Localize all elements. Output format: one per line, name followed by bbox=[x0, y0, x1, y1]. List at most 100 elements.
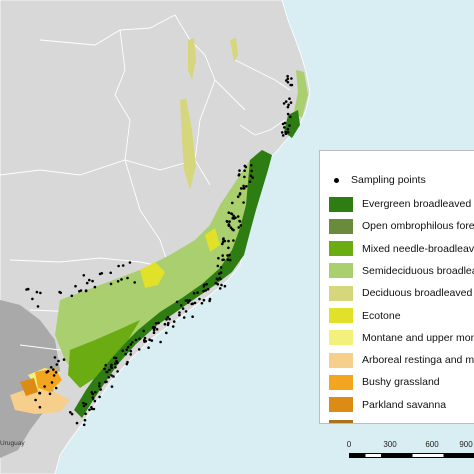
sampling-point bbox=[98, 382, 101, 385]
sampling-point bbox=[179, 304, 183, 307]
sampling-point bbox=[134, 338, 138, 342]
scale-tick-label: 300 bbox=[383, 440, 397, 449]
sampling-point bbox=[143, 336, 147, 340]
sampling-point bbox=[116, 361, 119, 365]
sampling-point bbox=[54, 371, 58, 374]
sampling-point bbox=[74, 284, 77, 288]
sampling-point bbox=[82, 401, 85, 405]
sampling-point bbox=[242, 184, 245, 188]
sampling-point bbox=[200, 301, 204, 305]
sampling-point bbox=[85, 281, 89, 285]
legend-item-label: Evergreen broadleaved fo bbox=[362, 198, 474, 210]
sampling-point bbox=[48, 392, 52, 396]
sampling-point bbox=[248, 180, 252, 183]
deciduous-zone-2 bbox=[188, 38, 196, 80]
sampling-point bbox=[165, 318, 168, 321]
sampling-point bbox=[110, 363, 113, 367]
legend-swatch bbox=[329, 218, 353, 234]
sampling-point bbox=[126, 276, 129, 280]
sampling-point bbox=[137, 348, 141, 351]
sampling-point bbox=[88, 408, 91, 412]
sampling-point bbox=[88, 278, 91, 282]
sampling-point bbox=[152, 331, 156, 335]
sampling-point bbox=[69, 411, 72, 414]
sampling-point bbox=[49, 366, 53, 369]
sampling-point bbox=[218, 287, 222, 290]
sampling-point bbox=[128, 261, 132, 264]
sampling-point bbox=[232, 214, 235, 218]
sampling-point bbox=[154, 322, 158, 325]
sampling-point bbox=[178, 313, 181, 317]
sampling-point bbox=[70, 412, 74, 416]
sampling-point bbox=[218, 272, 221, 275]
sampling-point bbox=[206, 287, 210, 291]
sampling-point bbox=[250, 164, 253, 167]
sampling-point bbox=[121, 349, 124, 353]
sampling-point bbox=[204, 289, 208, 292]
legend-swatch bbox=[329, 374, 353, 390]
sampling-point bbox=[175, 300, 179, 304]
sampling-point bbox=[288, 124, 291, 127]
sampling-point bbox=[220, 283, 223, 287]
sampling-point bbox=[84, 402, 88, 406]
sampling-point bbox=[216, 283, 220, 286]
sampling-point bbox=[52, 368, 55, 371]
sampling-point bbox=[283, 126, 286, 129]
sampling-point bbox=[280, 131, 284, 134]
sampling-point bbox=[227, 239, 230, 243]
sampling-point bbox=[232, 228, 235, 232]
mixed-needle-zone bbox=[68, 320, 140, 388]
scale-bar: 0 300 600 900 bbox=[344, 436, 474, 466]
legend-points-label: Sampling points bbox=[351, 174, 426, 186]
sampling-point bbox=[243, 186, 246, 190]
sampling-point bbox=[166, 316, 170, 319]
sampling-point bbox=[284, 132, 288, 135]
sampling-point bbox=[226, 258, 230, 262]
legend-item-label: Ecotone bbox=[362, 309, 401, 322]
sampling-point bbox=[157, 321, 160, 325]
sampling-point bbox=[218, 276, 222, 280]
sampling-point bbox=[286, 74, 289, 78]
legend-item-label: Montane and upper mont bbox=[362, 331, 474, 344]
legend-swatch bbox=[329, 397, 353, 413]
legend-swatch bbox=[329, 352, 353, 368]
sampling-point bbox=[215, 277, 219, 281]
sampling-point bbox=[286, 127, 290, 131]
coastal-strip bbox=[294, 70, 308, 118]
sampling-point bbox=[208, 297, 212, 301]
sampling-point bbox=[243, 175, 246, 179]
sampling-point bbox=[222, 258, 225, 262]
sampling-point bbox=[191, 315, 194, 319]
sampling-point bbox=[147, 346, 150, 350]
sampling-point bbox=[287, 103, 290, 107]
sampling-point bbox=[82, 423, 86, 427]
sampling-point bbox=[205, 282, 208, 286]
sampling-point bbox=[142, 329, 145, 333]
sampling-point bbox=[185, 299, 189, 302]
sampling-point bbox=[165, 331, 168, 335]
sampling-point bbox=[191, 302, 194, 306]
sampling-point bbox=[131, 341, 134, 344]
sampling-point bbox=[289, 115, 292, 119]
sampling-point bbox=[104, 363, 107, 367]
sampling-point bbox=[110, 385, 114, 388]
sampling-point bbox=[172, 320, 176, 323]
sampling-point bbox=[237, 226, 240, 229]
deciduous-zone-3 bbox=[230, 38, 238, 62]
sampling-point bbox=[117, 264, 120, 268]
sampling-point bbox=[282, 102, 286, 105]
sampling-point bbox=[250, 169, 253, 173]
sampling-point bbox=[91, 279, 94, 283]
sampling-point bbox=[202, 289, 205, 293]
legend-item: Ecotone bbox=[329, 308, 401, 324]
sampling-point bbox=[105, 380, 108, 384]
sampling-point bbox=[75, 421, 79, 425]
sampling-point bbox=[281, 134, 285, 137]
sampling-point bbox=[138, 337, 141, 341]
sampling-point bbox=[99, 388, 102, 391]
sampling-point bbox=[168, 317, 171, 321]
legend-item: Arboreal restinga and ma bbox=[329, 352, 474, 368]
sampling-points-layer bbox=[25, 74, 294, 427]
sampling-point bbox=[46, 370, 50, 373]
legend-item: Deciduous broadleaved f bbox=[329, 285, 474, 301]
